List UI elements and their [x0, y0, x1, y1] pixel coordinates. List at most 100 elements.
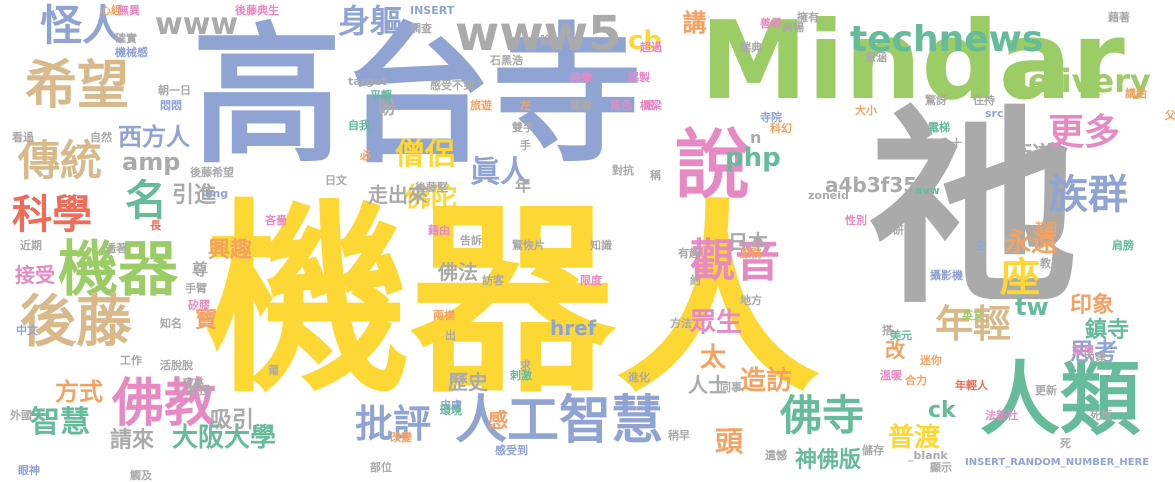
cloud-word: 寺院 — [760, 111, 782, 124]
cloud-word: 矽膠 — [188, 299, 210, 312]
cloud-word: 刺激 — [510, 369, 532, 382]
cloud-word: 驚恢片 — [512, 239, 545, 252]
cloud-word: zoneid — [808, 189, 849, 202]
cloud-word: 自然 — [90, 131, 112, 144]
cloud-word: technews — [850, 19, 1044, 60]
cloud-word: INSERT — [410, 4, 455, 17]
cloud-word: 花招 — [1035, 221, 1057, 234]
cloud-word: 角色 — [610, 99, 632, 112]
cloud-word: 皮膚 — [440, 399, 462, 412]
cloud-word: a4b3f35b — [825, 173, 932, 197]
cloud-word: 左 — [520, 99, 531, 112]
cloud-word: 日本 — [728, 230, 768, 254]
cloud-word: 尊 — [192, 260, 209, 279]
cloud-word: 思考 — [1070, 338, 1118, 366]
cloud-word: 佛法 — [438, 260, 478, 284]
cloud-word: 更多 — [1048, 112, 1121, 153]
cloud-word: ck — [928, 398, 956, 423]
cloud-word: 搭 — [882, 324, 893, 337]
cloud-word: 服務 — [740, 247, 762, 260]
cloud-word: 觸及 — [130, 469, 152, 482]
cloud-word: 人士 — [688, 373, 728, 397]
cloud-word: 神佛版 — [795, 448, 862, 473]
cloud-word: 兩樣 — [433, 309, 455, 322]
cloud-word: 造訪 — [740, 366, 793, 396]
cloud-word: 眼 — [644, 99, 655, 112]
cloud-word: 調查 — [410, 22, 432, 35]
cloud-word: 婚禮 — [1072, 344, 1094, 357]
cloud-word: 名 — [125, 176, 168, 225]
cloud-word: 意涵 — [865, 51, 887, 64]
cloud-word: 怪人 — [40, 1, 125, 50]
cloud-word: href — [550, 316, 597, 340]
cloud-word: 同事 — [720, 381, 742, 394]
cloud-word: 手臂 — [185, 282, 207, 295]
cloud-word: www — [155, 7, 239, 42]
cloud-word: 部位 — [370, 461, 392, 474]
cloud-word: 人類 — [980, 353, 1140, 446]
cloud-word: 環境 — [440, 404, 462, 417]
cloud-word: 出 — [445, 329, 456, 342]
cloud-word: 旅遊 — [470, 99, 492, 112]
cloud-word: 知識 — [590, 239, 612, 252]
cloud-word: 說 — [675, 121, 751, 209]
cloud-word: 告訴 — [460, 234, 482, 247]
cloud-word: 求 — [520, 359, 531, 372]
cloud-word: 眼神 — [18, 464, 40, 477]
cloud-word: 大小 — [855, 104, 877, 117]
cloud-word: 人工智慧 — [455, 391, 664, 451]
cloud-word: img — [205, 187, 229, 200]
cloud-word: 後藤典生 — [235, 4, 279, 17]
cloud-word: 感受不到 — [430, 79, 474, 92]
cloud-word: 藉由 — [428, 224, 450, 237]
cloud-word: 方式 — [55, 378, 103, 406]
cloud-word: _blank — [908, 449, 948, 462]
cloud-word: 限度 — [580, 274, 602, 287]
cloud-word: 必 — [360, 149, 371, 162]
cloud-word: 關聯 — [570, 99, 592, 112]
cloud-word: 約 — [690, 274, 701, 287]
cloud-word: 有趣 — [678, 247, 700, 260]
cloud-word: target — [348, 75, 387, 88]
cloud-word: 寶 — [195, 308, 218, 333]
cloud-word: 確實 — [115, 32, 137, 45]
cloud-word: 請來 — [110, 428, 155, 453]
cloud-word: 內建 — [1084, 351, 1106, 364]
cloud-word: 活脫脫 — [160, 359, 193, 372]
cloud-word: 西方人 — [118, 123, 190, 151]
cloud-word: 美元 — [890, 329, 912, 342]
cloud-word: 佛陀 — [405, 183, 458, 213]
cloud-word: 歷史 — [448, 370, 488, 394]
cloud-word: avw — [915, 184, 940, 197]
cloud-word: 無異 — [118, 4, 140, 17]
cloud-word: 改 — [885, 338, 905, 362]
cloud-word: 發亮 — [182, 377, 204, 390]
cloud-word: 接受 — [15, 263, 55, 287]
cloud-word: 傳統 — [18, 136, 103, 185]
cloud-word: 大阪大學 — [172, 423, 277, 453]
cloud-word: 透著 — [105, 242, 127, 255]
cloud-word: 平靜 — [370, 89, 392, 102]
cloud-word: 對抗 — [612, 164, 634, 177]
cloud-word: 法新社 — [985, 409, 1018, 422]
cloud-word: 迷你 — [920, 354, 942, 367]
cloud-word: 族群 — [1048, 172, 1128, 218]
cloud-word: 座 — [1000, 255, 1040, 301]
cloud-word: 進化 — [628, 371, 650, 384]
cloud-word: 電梯 — [928, 121, 950, 134]
cloud-word: 顯示 — [930, 461, 952, 474]
cloud-word: 感 — [488, 408, 508, 432]
cloud-word: 看過 — [12, 131, 34, 144]
cloud-word: 眞人 — [470, 155, 530, 190]
cloud-word: 稍早 — [668, 429, 690, 442]
cloud-word: 心經 — [100, 4, 122, 17]
cloud-word: 超過 — [640, 41, 662, 54]
cloud-word: 驚訝 — [925, 94, 947, 107]
cloud-word: 普渡 — [888, 423, 941, 453]
cloud-word: 善尋 — [760, 17, 782, 30]
cloud-word: 希望 — [25, 56, 130, 116]
cloud-word: 父 — [1165, 109, 1175, 122]
cloud-word: 頭 — [715, 425, 744, 458]
cloud-word: 訪客 — [482, 274, 504, 287]
cloud-word: 批評 — [355, 402, 432, 446]
